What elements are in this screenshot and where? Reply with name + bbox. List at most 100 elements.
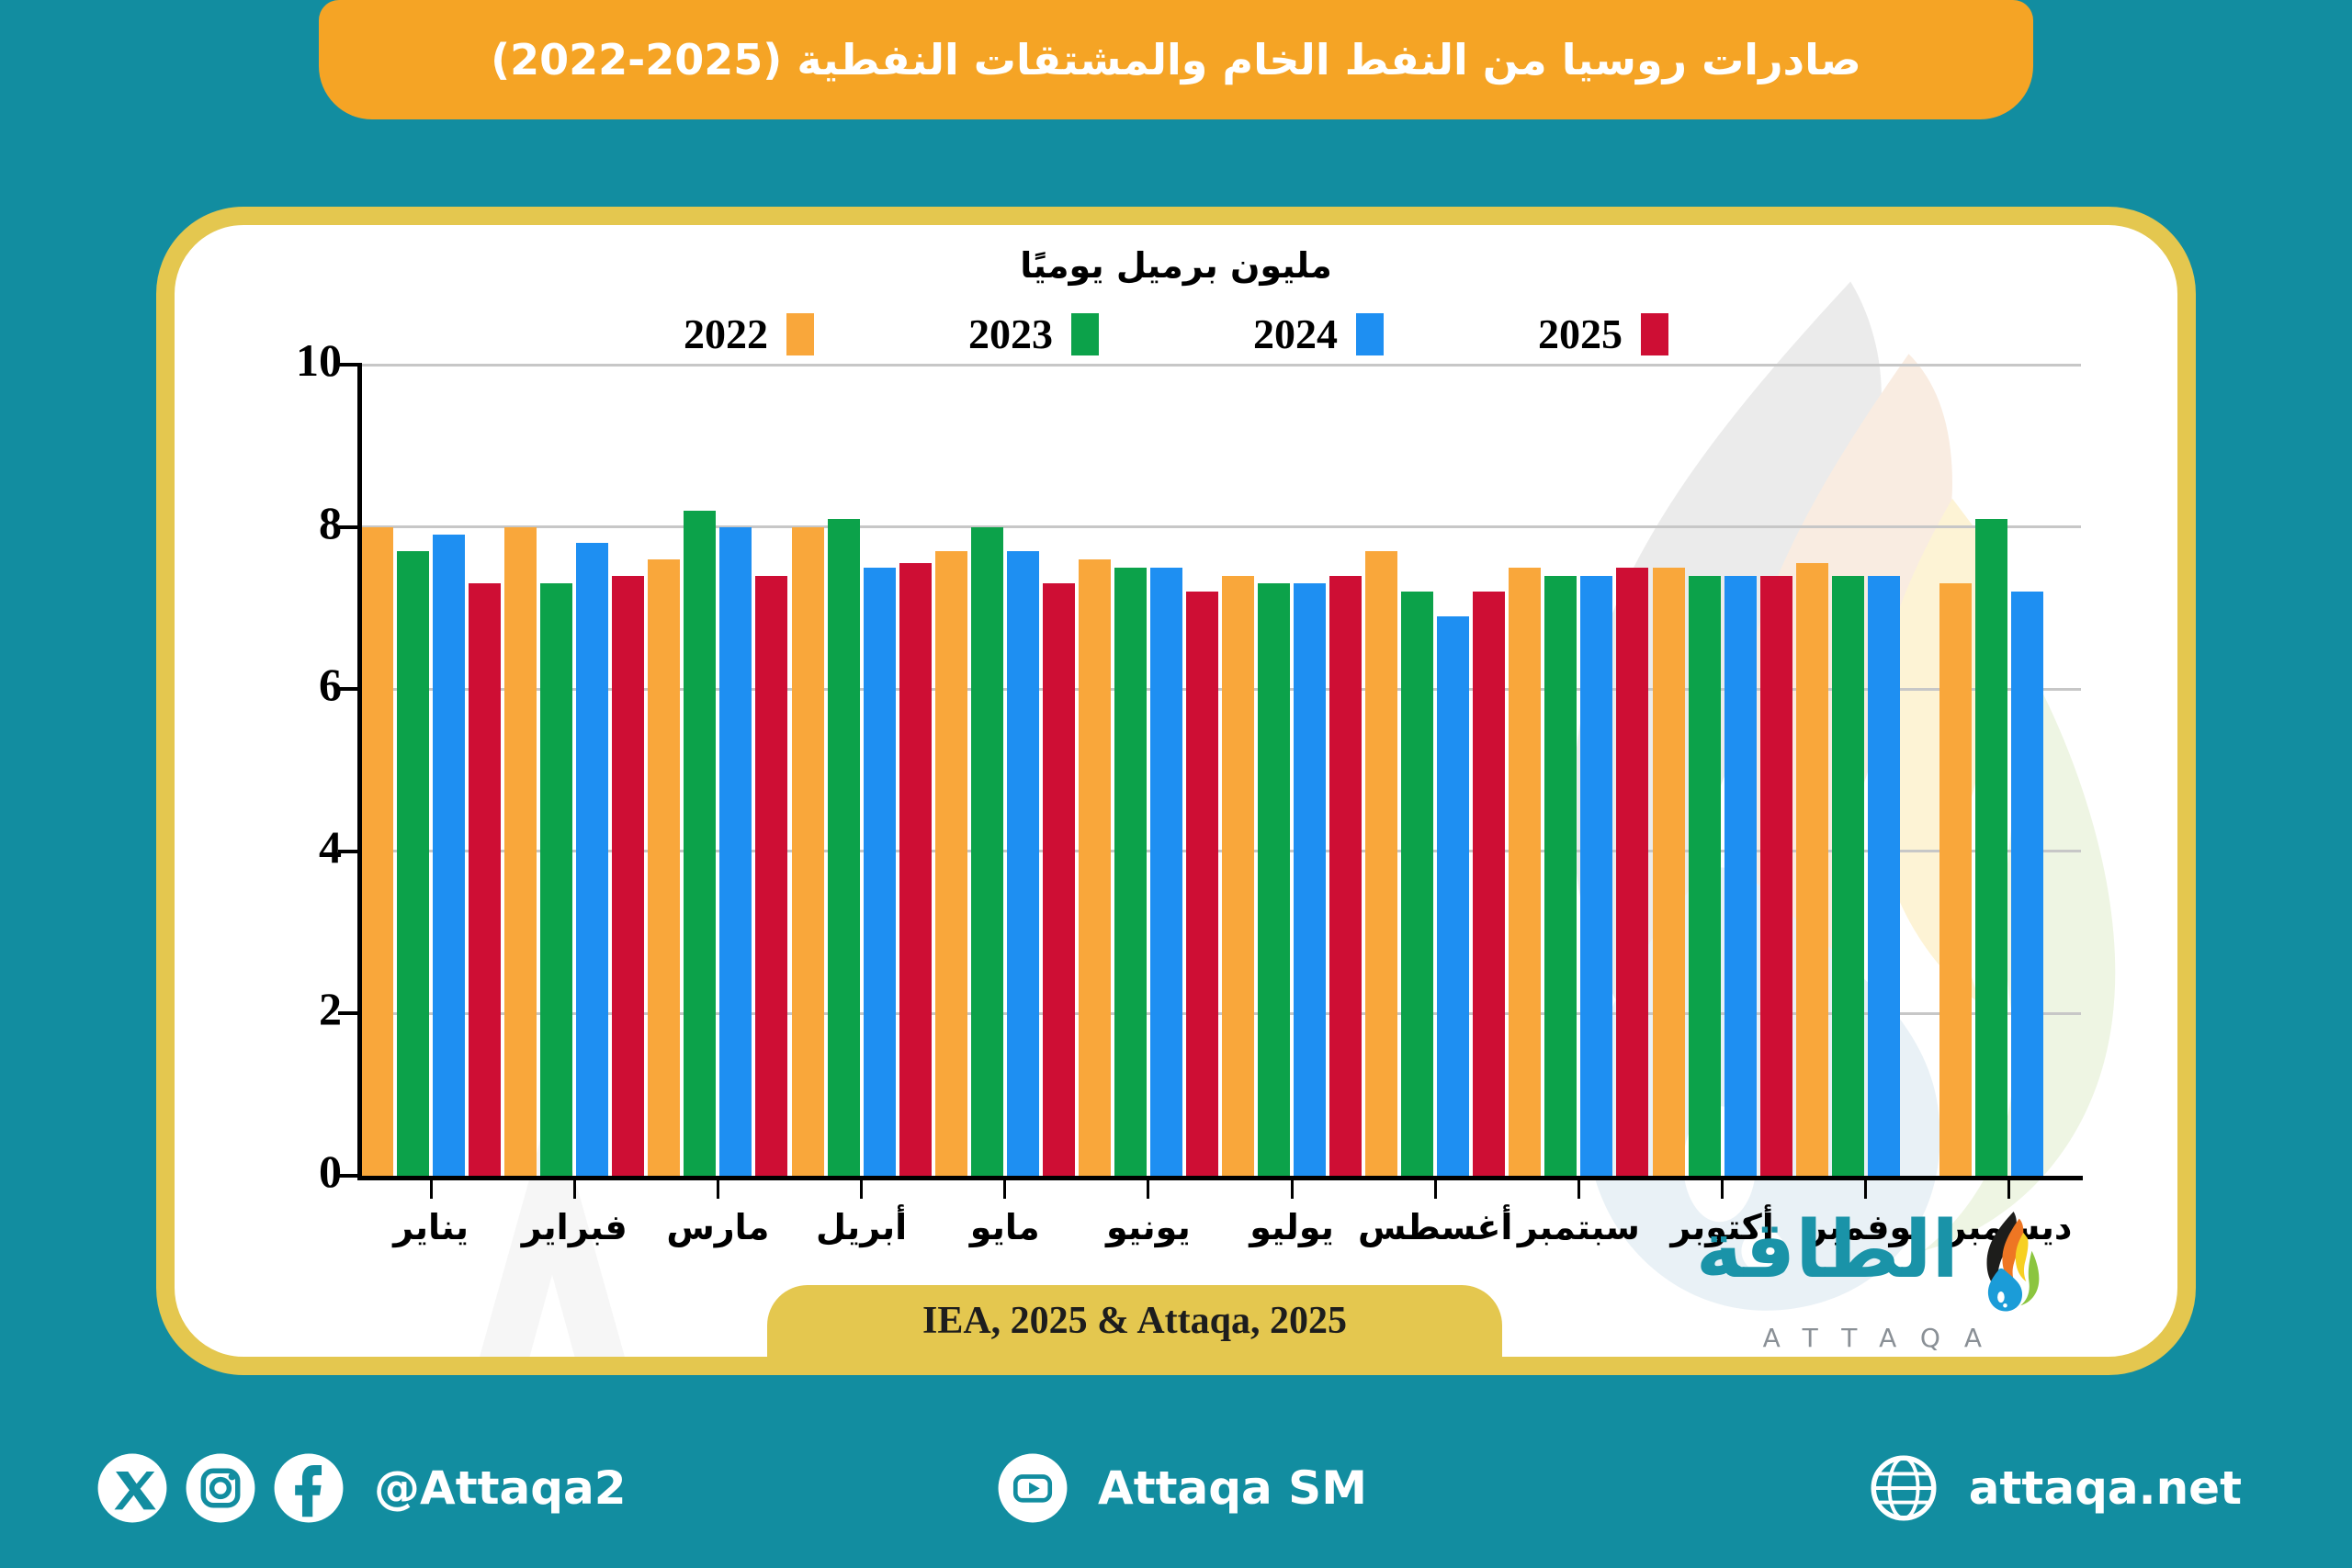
gridline-2 <box>359 1011 2081 1015</box>
x-axis-tick-10 <box>1864 1180 1868 1199</box>
month-label-0: يناير <box>393 1207 469 1247</box>
bar-2025-يناير <box>469 583 501 1176</box>
y-axis-line <box>357 363 362 1180</box>
attaqa-logo: الطاقة ATTAQA <box>1696 1209 2049 1353</box>
y-axis-label-4: 4 <box>319 820 342 873</box>
legend-year-label: 2024 <box>1253 310 1338 357</box>
bar-2024-فبراير <box>576 543 609 1176</box>
y-axis-label-10: 10 <box>296 334 342 386</box>
bar-2022-سبتمبر <box>1509 567 1542 1176</box>
bar-2024-مارس <box>719 526 752 1176</box>
x-axis-line <box>357 1176 2083 1180</box>
month-label-3: أبريل <box>816 1207 908 1247</box>
source-pill: IEA, 2025 & Attaqa, 2025 <box>767 1285 1502 1357</box>
x-axis-tick-1 <box>572 1180 576 1199</box>
legend-year-label: 2023 <box>968 310 1053 357</box>
month-label-6: يوليو <box>1250 1207 1334 1247</box>
x-twitter-icon[interactable] <box>96 1452 168 1524</box>
bar-2025-أكتوبر <box>1759 575 1792 1176</box>
bar-2024-أبريل <box>863 567 896 1176</box>
bar-2025-يونيو <box>1185 592 1218 1176</box>
social-bar: @Attaqa2 Attaqa SM attaqa.net <box>0 1407 2352 1568</box>
social-handles[interactable]: @Attaqa2 <box>96 1452 627 1524</box>
x-axis-tick-2 <box>716 1180 719 1199</box>
legend-color-chip <box>1071 312 1099 355</box>
page-title: صادرات روسيا من النفط الخام والمشتقات ال… <box>491 35 1861 85</box>
website-link[interactable]: attaqa.net <box>1868 1452 2242 1524</box>
bar-2022-ديسمبر <box>1939 583 1972 1176</box>
facebook-icon[interactable] <box>273 1452 345 1524</box>
bar-2023-يونيو <box>1114 567 1147 1176</box>
bar-2025-مايو <box>1042 583 1075 1176</box>
bar-2025-فبراير <box>612 575 645 1176</box>
legend-item-2023: 2023 <box>968 310 1099 358</box>
y-axis-tick-2 <box>338 1011 360 1016</box>
social-handle-text[interactable]: @Attaqa2 <box>374 1461 627 1515</box>
bar-2023-مارس <box>684 510 717 1176</box>
bar-2025-مارس <box>755 575 788 1176</box>
bar-2022-أبريل <box>791 526 824 1176</box>
y-axis-label-0: 0 <box>319 1145 342 1197</box>
chart-card: مليون برميل يوميًا 2022 2023 2024 2025 0 2 4 6… <box>156 207 2196 1375</box>
legend-item-2025: 2025 <box>1538 310 1668 358</box>
bar-2023-يناير <box>397 551 429 1176</box>
bar-2023-سبتمبر <box>1544 575 1577 1176</box>
month-label-7: أغسطس <box>1358 1207 1513 1247</box>
month-label-1: فبراير <box>521 1207 628 1247</box>
bar-2024-ديسمبر <box>2010 592 2043 1176</box>
bar-2023-يوليو <box>1258 583 1290 1176</box>
attaqa-logo-latin: ATTAQA <box>1762 1323 2007 1353</box>
x-axis-tick-6 <box>1290 1180 1294 1199</box>
youtube-channel[interactable]: Attaqa SM <box>997 1452 1367 1524</box>
bar-2024-يوليو <box>1294 583 1326 1176</box>
x-axis-tick-0 <box>429 1180 433 1199</box>
bar-2023-أبريل <box>827 518 860 1176</box>
legend-color-chip <box>1641 312 1668 355</box>
chart-legend: 2022 2023 2024 2025 <box>175 310 2177 358</box>
legend-item-2022: 2022 <box>684 310 814 358</box>
x-axis-tick-11 <box>2007 1180 2011 1199</box>
bar-2024-أكتوبر <box>1724 575 1757 1176</box>
y-axis-label-6: 6 <box>319 659 342 711</box>
legend-year-label: 2022 <box>684 310 768 357</box>
bar-2024-يناير <box>433 535 465 1176</box>
x-axis-tick-3 <box>860 1180 864 1199</box>
bar-2022-يوليو <box>1222 575 1254 1176</box>
instagram-icon[interactable] <box>185 1452 256 1524</box>
x-axis-tick-9 <box>1721 1180 1724 1199</box>
gridline-8 <box>359 525 2081 529</box>
bar-2023-فبراير <box>540 583 573 1176</box>
youtube-icon[interactable] <box>997 1452 1069 1524</box>
legend-color-chip <box>786 312 814 355</box>
website-text[interactable]: attaqa.net <box>1968 1461 2242 1515</box>
bar-2023-نوفمبر <box>1831 575 1864 1176</box>
bar-2024-يونيو <box>1149 567 1182 1176</box>
gridline-10 <box>359 363 2081 367</box>
bar-2022-فبراير <box>504 526 537 1176</box>
bar-2023-ديسمبر <box>1974 518 2007 1176</box>
attaqa-flame-icon <box>1986 1212 2040 1312</box>
gridline-6 <box>359 687 2081 691</box>
bar-2025-أغسطس <box>1473 592 1506 1176</box>
bar-2024-أغسطس <box>1437 615 1470 1176</box>
bar-2022-يونيو <box>1078 558 1111 1176</box>
month-label-4: مايو <box>969 1207 1040 1247</box>
y-axis-tick-6 <box>338 687 360 692</box>
y-axis-tick-0 <box>338 1174 360 1178</box>
y-axis-tick-10 <box>338 363 360 367</box>
bar-2024-مايو <box>1006 551 1039 1176</box>
bar-2022-مايو <box>934 551 967 1176</box>
attaqa-logo-arabic: الطاقة <box>1695 1204 1959 1296</box>
bar-2025-سبتمبر <box>1616 567 1649 1176</box>
globe-icon[interactable] <box>1868 1452 1939 1524</box>
y-axis-tick-8 <box>338 525 360 529</box>
bar-2022-يناير <box>361 526 393 1176</box>
youtube-label[interactable]: Attaqa SM <box>1098 1461 1367 1515</box>
bar-2023-أكتوبر <box>1688 575 1721 1176</box>
x-axis-tick-7 <box>1433 1180 1437 1199</box>
bar-2022-نوفمبر <box>1795 563 1828 1176</box>
month-label-2: مارس <box>666 1207 770 1247</box>
title-banner: صادرات روسيا من النفط الخام والمشتقات ال… <box>319 0 2033 119</box>
source-text: IEA, 2025 & Attaqa, 2025 <box>922 1300 1348 1342</box>
